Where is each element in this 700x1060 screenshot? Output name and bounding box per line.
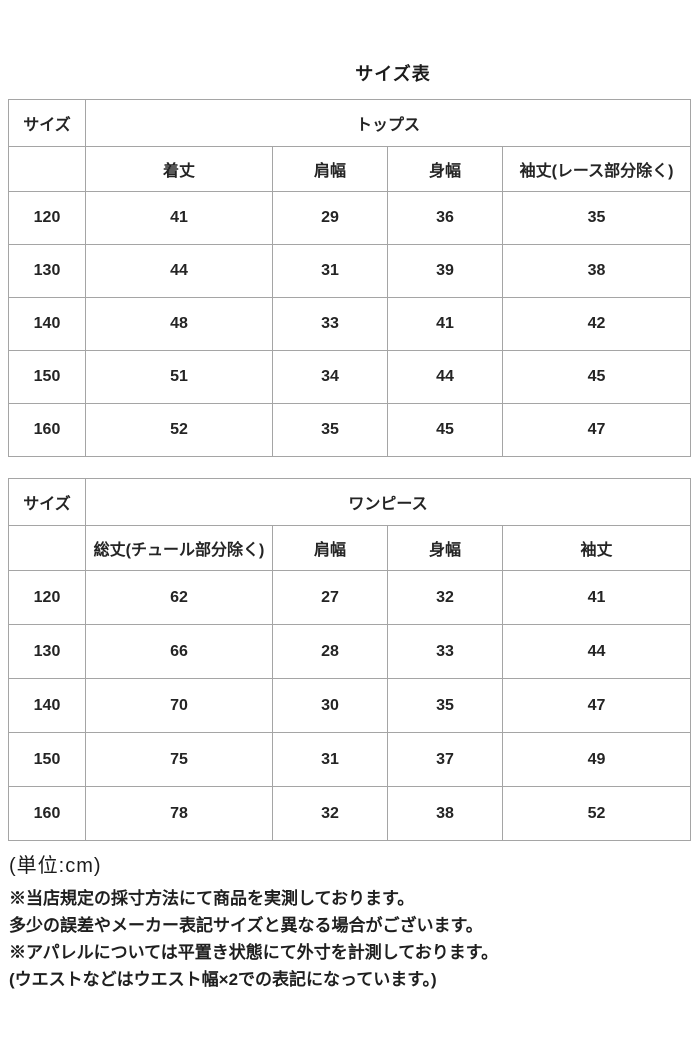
value-cell: 49 — [501, 732, 692, 787]
value-cell: 32 — [272, 786, 388, 841]
note-line-3: ※アパレルについては平置き状態にて外寸を計測しております。 — [9, 943, 499, 962]
value-cell: 35 — [387, 678, 503, 733]
value-cell: 75 — [85, 732, 273, 787]
value-cell: 29 — [272, 191, 388, 245]
column-header: 袖丈 — [501, 525, 692, 571]
table-row: 160 78 32 38 52 — [8, 786, 692, 841]
size-cell: 140 — [8, 678, 86, 733]
column-header: 肩幅 — [272, 525, 388, 571]
note-line-2: 多少の誤差やメーカー表記サイズと異なる場合がございます。 — [9, 916, 483, 935]
column-header: 着丈 — [85, 146, 273, 192]
value-cell: 41 — [501, 570, 692, 625]
value-cell: 45 — [501, 350, 692, 404]
size-cell: 150 — [8, 350, 86, 404]
value-cell: 38 — [387, 786, 503, 841]
size-cell: 160 — [8, 786, 86, 841]
value-cell: 30 — [272, 678, 388, 733]
table-row: 120 41 29 36 35 — [8, 191, 692, 245]
size-header: サイズ — [8, 478, 86, 526]
category-header: ワンピース — [84, 478, 692, 526]
footer-notes: (単位:cm) ※当店規定の採寸方法にて商品を実測しております。 多少の誤差やメ… — [9, 849, 700, 993]
value-cell: 35 — [501, 191, 692, 245]
note-line-4: (ウエストなどはウエスト幅×2での表記になっています。) — [9, 970, 437, 989]
value-cell: 51 — [85, 350, 273, 404]
value-cell: 33 — [272, 297, 388, 351]
size-cell: 130 — [8, 624, 86, 679]
value-cell: 66 — [85, 624, 273, 679]
value-cell: 45 — [387, 403, 503, 457]
value-cell: 31 — [272, 244, 388, 298]
value-cell: 47 — [501, 678, 692, 733]
size-cell: 130 — [8, 244, 86, 298]
value-cell: 28 — [272, 624, 388, 679]
table-row: 140 70 30 35 47 — [8, 678, 692, 733]
table-row: 150 51 34 44 45 — [8, 350, 692, 404]
column-header: 袖丈(レース部分除く) — [501, 146, 692, 192]
value-cell: 44 — [387, 350, 503, 404]
value-cell: 33 — [387, 624, 503, 679]
column-header: 総丈(チュール部分除く) — [85, 525, 273, 571]
size-cell: 120 — [8, 570, 86, 625]
size-cell: 160 — [8, 403, 86, 457]
value-cell: 27 — [272, 570, 388, 625]
corner-empty-cell — [8, 525, 86, 571]
table-row: 130 44 31 39 38 — [8, 244, 692, 298]
value-cell: 42 — [501, 297, 692, 351]
table-row: 150 75 31 37 49 — [8, 732, 692, 787]
value-cell: 78 — [85, 786, 273, 841]
size-cell: 150 — [8, 732, 86, 787]
value-cell: 34 — [272, 350, 388, 404]
value-cell: 35 — [272, 403, 388, 457]
value-cell: 47 — [501, 403, 692, 457]
value-cell: 41 — [85, 191, 273, 245]
unit-label: (単位:cm) — [9, 855, 102, 877]
corner-empty-cell — [8, 146, 86, 192]
measurement-notes: ※当店規定の採寸方法にて商品を実測しております。 多少の誤差やメーカー表記サイズ… — [9, 885, 700, 993]
note-line-1: ※当店規定の採寸方法にて商品を実測しております。 — [9, 889, 415, 908]
value-cell: 70 — [85, 678, 273, 733]
column-header: 肩幅 — [272, 146, 388, 192]
table-row: 130 66 28 33 44 — [8, 624, 692, 679]
table-row: 120 62 27 32 41 — [8, 570, 692, 625]
column-header: 身幅 — [387, 146, 503, 192]
value-cell: 37 — [387, 732, 503, 787]
column-header: 身幅 — [387, 525, 503, 571]
table-row: サイズ ワンピース — [8, 478, 692, 526]
value-cell: 31 — [272, 732, 388, 787]
table-row: 140 48 33 41 42 — [8, 297, 692, 351]
table-row: サイズ トップス — [8, 99, 692, 147]
category-header: トップス — [84, 99, 692, 147]
value-cell: 52 — [501, 786, 692, 841]
value-cell: 32 — [387, 570, 503, 625]
size-table-onepiece: サイズ ワンピース 総丈(チュール部分除く) 肩幅 身幅 袖丈 120 62 2… — [8, 478, 692, 841]
table-row: 着丈 肩幅 身幅 袖丈(レース部分除く) — [8, 146, 692, 192]
page-header: サイズ表 — [0, 60, 700, 86]
value-cell: 36 — [387, 191, 503, 245]
table-row: 総丈(チュール部分除く) 肩幅 身幅 袖丈 — [8, 525, 692, 571]
value-cell: 62 — [85, 570, 273, 625]
size-cell: 120 — [8, 191, 86, 245]
value-cell: 39 — [387, 244, 503, 298]
value-cell: 48 — [85, 297, 273, 351]
page-title: サイズ表 — [355, 64, 431, 84]
value-cell: 38 — [501, 244, 692, 298]
value-cell: 41 — [387, 297, 503, 351]
value-cell: 44 — [501, 624, 692, 679]
size-cell: 140 — [8, 297, 86, 351]
size-header: サイズ — [8, 99, 86, 147]
value-cell: 44 — [85, 244, 273, 298]
size-table-tops: サイズ トップス 着丈 肩幅 身幅 袖丈(レース部分除く) 120 41 29 … — [8, 99, 692, 457]
value-cell: 52 — [85, 403, 273, 457]
table-row: 160 52 35 45 47 — [8, 403, 692, 457]
